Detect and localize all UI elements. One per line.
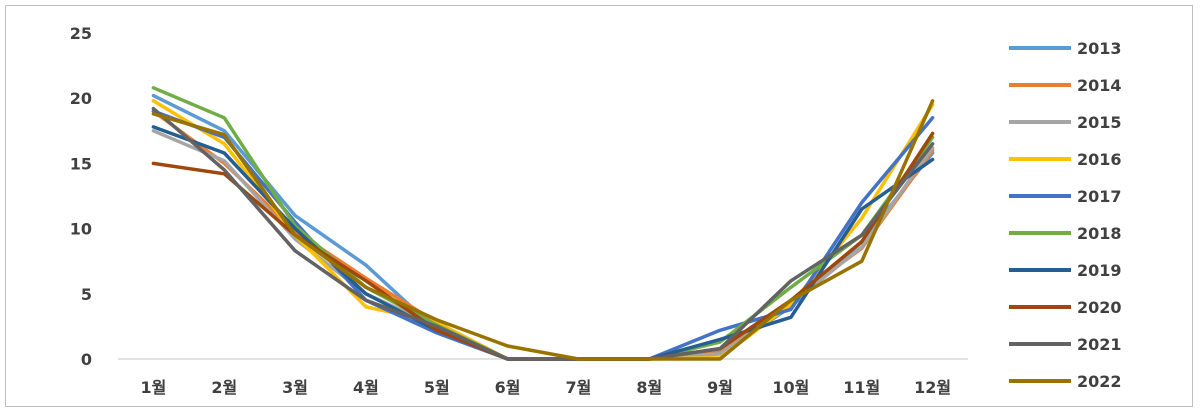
series-line-2015 <box>151 129 935 361</box>
legend-label: 2019 <box>1077 261 1122 280</box>
x-tick-label: 2월 <box>211 378 237 397</box>
series-line-2022 <box>151 99 935 361</box>
x-tick-label: 1월 <box>140 378 166 397</box>
y-tick-label: 10 <box>70 220 92 239</box>
x-tick-label: 11월 <box>843 378 880 397</box>
y-tick-label: 5 <box>81 285 92 304</box>
series-line-2020 <box>151 131 935 361</box>
x-tick-label: 7월 <box>565 378 591 397</box>
legend-label: 2013 <box>1077 39 1122 58</box>
x-tick-label: 10월 <box>772 378 809 397</box>
legend-label: 2017 <box>1077 187 1122 206</box>
legend-label: 2018 <box>1077 224 1122 243</box>
series-layer <box>151 86 935 361</box>
x-tick-label: 6월 <box>495 378 521 397</box>
x-tick-label: 4월 <box>353 378 379 397</box>
x-tick-label: 9월 <box>707 378 733 397</box>
series-line-2019 <box>151 125 935 361</box>
y-tick-label: 0 <box>81 350 92 369</box>
series-line-2021 <box>151 106 935 361</box>
legend-label: 2021 <box>1077 335 1122 354</box>
y-tick-label: 25 <box>70 24 92 43</box>
legend-label: 2020 <box>1077 298 1122 317</box>
x-tick-label: 12월 <box>914 378 951 397</box>
series-line-2013 <box>151 93 935 361</box>
x-tick-label: 5월 <box>424 378 450 397</box>
legend-label: 2014 <box>1077 76 1122 95</box>
x-tick-label: 8월 <box>636 378 662 397</box>
legend: 2013 2014 2015 2016 2017 2018 2019 2020 2021 2022 <box>1009 39 1122 391</box>
y-tick-label: 20 <box>70 89 92 108</box>
legend-label: 2015 <box>1077 113 1122 132</box>
series-line-2016 <box>151 99 935 361</box>
series-line-2017 <box>151 109 935 361</box>
axis-layer: 0 5 10 15 20 25 1월 2월 3월 4월 5월 6월 7월 8월 9월 10월 11월 12월 <box>70 24 968 397</box>
legend-label: 2016 <box>1077 150 1122 169</box>
chart-frame <box>5 5 1193 407</box>
legend-label: 2022 <box>1077 372 1122 391</box>
x-tick-label: 3월 <box>282 378 308 397</box>
series-line-2014 <box>151 109 935 361</box>
y-tick-label: 15 <box>70 154 92 173</box>
